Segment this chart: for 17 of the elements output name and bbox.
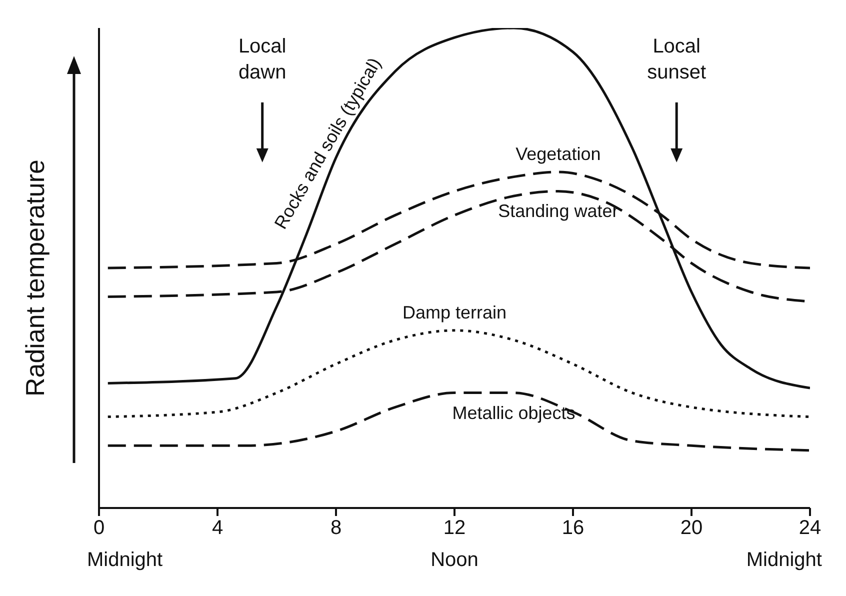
y-axis-title: Radiant temperature — [20, 159, 50, 397]
series-label: Damp terrain — [402, 302, 507, 322]
text: Midnight — [87, 549, 164, 571]
annotation: Local sunset — [647, 35, 706, 84]
text: Noon — [430, 549, 478, 571]
x-tick-label: 8 — [330, 517, 342, 539]
annotation: Local dawn — [238, 35, 286, 84]
x-tick-label: 16 — [562, 517, 584, 539]
text: Midnight — [746, 549, 822, 571]
x-tick-label: 12 — [443, 517, 466, 539]
series-label: Standing water — [498, 201, 618, 222]
x-tick-label: 4 — [212, 517, 224, 539]
x-tick-label: 24 — [798, 517, 822, 539]
x-tick-label: 20 — [680, 517, 703, 539]
series-label: Metallic objects — [452, 402, 576, 423]
series-label: Vegetation — [516, 144, 601, 164]
x-tick-label: 0 — [93, 517, 105, 539]
